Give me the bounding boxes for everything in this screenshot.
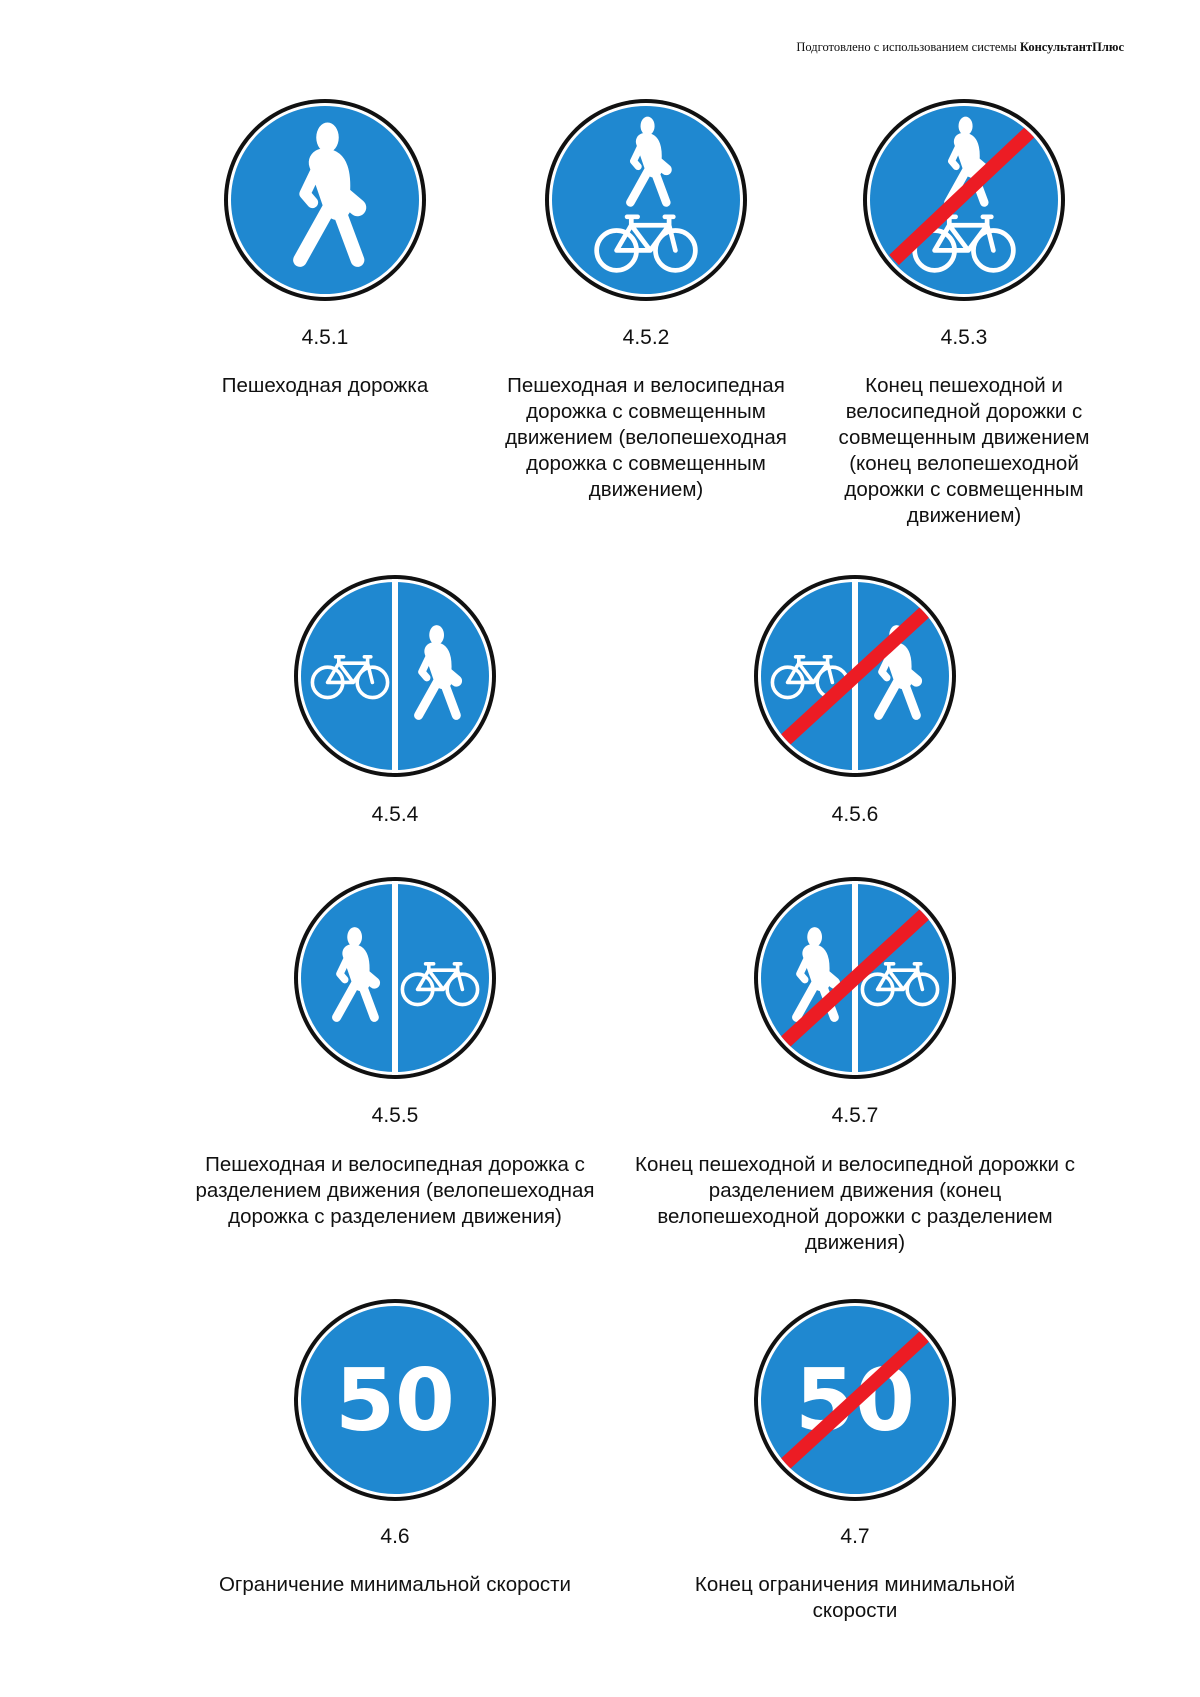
sign-code: 4.5.3	[940, 326, 988, 349]
page-header: Подготовлено с использованием системы Ко…	[796, 40, 1124, 55]
sign-description: Конец пешеходной и велосипедной дорожки …	[635, 1153, 1075, 1254]
sign-description: Пешеходная и велосипедная дорожка с разд…	[195, 1153, 595, 1228]
sign-description: Пешеходная дорожка	[221, 374, 429, 397]
pedestrian-bicycle-split-end-icon	[754, 877, 956, 1079]
sign-code: 4.7	[840, 1525, 870, 1548]
sign-code: 4.6	[380, 1525, 410, 1548]
pedestrian-icon	[224, 99, 426, 301]
sign-code: 4.5.2	[622, 326, 670, 349]
bicycle-pedestrian-split-end-icon	[754, 575, 956, 777]
sign-description: Конец ограничения минимальной скорости	[694, 1573, 1016, 1622]
sign-description: Конец пешеходной и велосипедной дорожки …	[838, 374, 1090, 527]
speed-value: 50	[335, 1351, 455, 1451]
sign-description: Ограничение минимальной скорости	[218, 1573, 571, 1596]
sign-code: 4.5.4	[371, 803, 419, 826]
min-speed-icon: 50	[294, 1299, 496, 1501]
sign-code: 4.5.5	[371, 1104, 419, 1127]
pedestrian-bicycle-split-icon	[294, 877, 496, 1079]
pedestrian-bicycle-end-icon	[863, 99, 1065, 301]
sign-code: 4.5.6	[831, 803, 879, 826]
header-text: Подготовлено с использованием системы	[796, 40, 1017, 54]
sign-code: 4.5.1	[301, 326, 349, 349]
header-brand: КонсультантПлюс	[1019, 40, 1124, 54]
pedestrian-bicycle-icon	[545, 99, 747, 301]
bicycle-pedestrian-split-icon	[294, 575, 496, 777]
sign-description: Пешеходная и велосипедная дорожка с совм…	[505, 374, 787, 501]
sign-code: 4.5.7	[831, 1104, 879, 1127]
min-speed-end-icon: 50	[754, 1299, 956, 1501]
